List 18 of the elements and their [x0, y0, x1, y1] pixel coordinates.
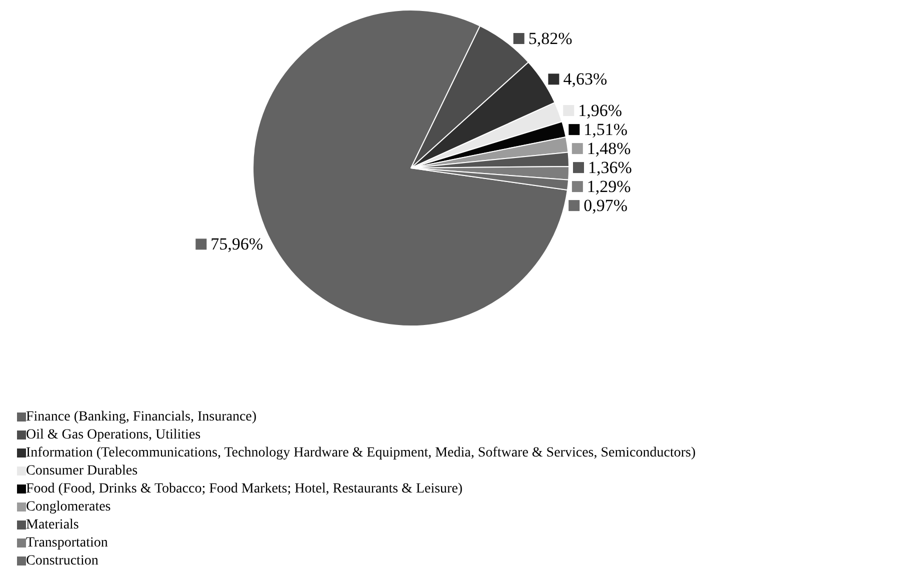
data-label: 1,48% [586, 139, 631, 158]
data-label: 1,51% [584, 120, 628, 140]
legend-label: Consumer Durables [26, 464, 138, 478]
data-label: 1,96% [578, 101, 622, 120]
legend-label: Construction [26, 554, 98, 568]
legend-label: Transportation [26, 536, 108, 550]
data-label: 75,96% [210, 234, 264, 254]
legend-label: Materials [26, 518, 79, 532]
data-label: 4,63% [563, 70, 608, 89]
legend-label: Food (Food, Drinks & Tobacco; Food Markets; Hotel, Restaurants & Leisure) [26, 482, 463, 496]
data-label: 1,36% [588, 158, 632, 178]
data-label: 0,97% [584, 196, 628, 216]
data-label: 5,82% [528, 29, 572, 48]
data-label: 1,29% [586, 177, 631, 196]
legend-label: Information (Telecommunications, Technology Hardware & Equipment, Media, Software & Services, Semiconductors) [26, 446, 696, 460]
legend-label: Oil & Gas Operations, Utilities [26, 428, 201, 442]
legend-label: Conglomerates [26, 500, 111, 514]
legend-label: Finance (Banking, Financials, Insurance) [26, 410, 257, 424]
